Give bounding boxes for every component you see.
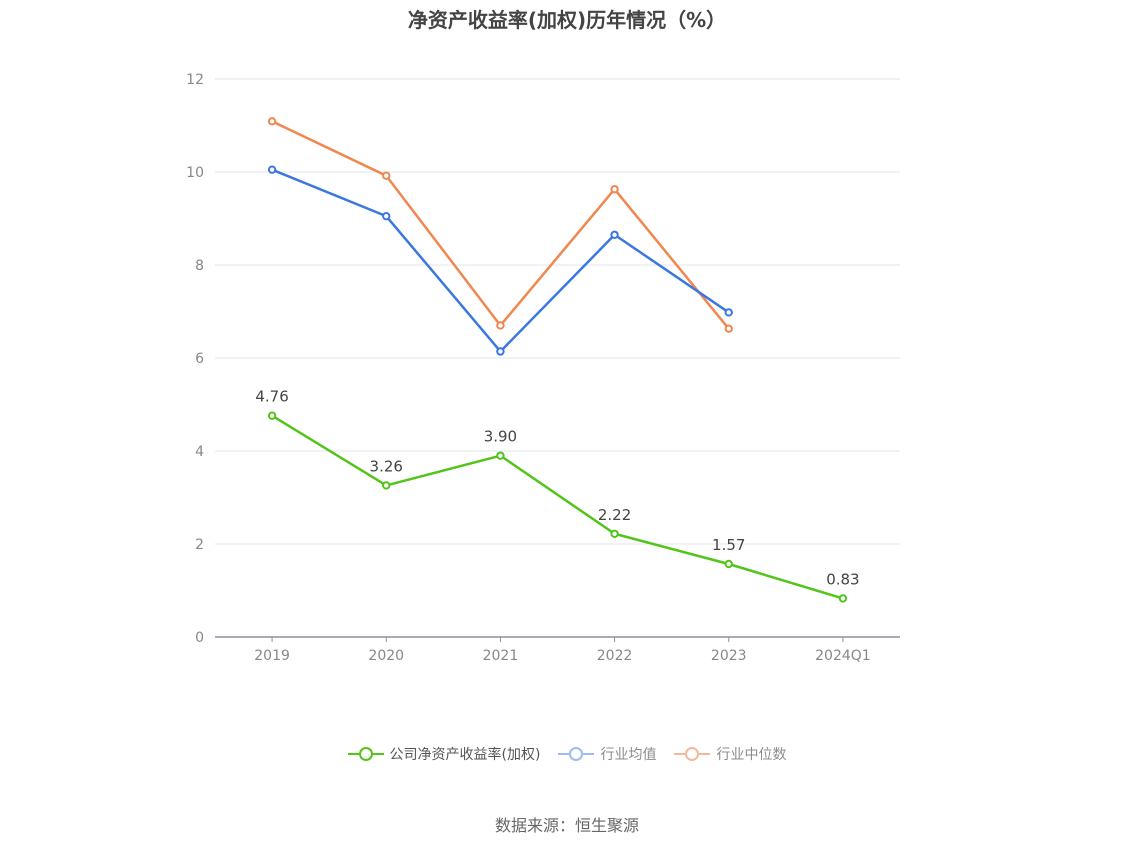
x-tick-label: 2020	[368, 648, 404, 664]
data-point	[267, 117, 277, 126]
legend-label-industry-mean: 行业均值	[600, 747, 657, 763]
x-tick-label: 2024Q1	[815, 648, 871, 664]
y-tick-label: 6	[195, 351, 204, 367]
x-tick-label: 2019	[254, 648, 290, 664]
data-label: 3.26	[370, 457, 403, 475]
data-label: 2.22	[598, 506, 631, 524]
data-point	[496, 347, 505, 356]
y-tick-label: 4	[195, 444, 204, 460]
data-point	[724, 324, 733, 333]
x-tick-label: 2023	[711, 648, 747, 664]
y-tick-label: 10	[186, 165, 204, 181]
legend-label-industry-median: 行业中位数	[716, 747, 787, 763]
chart-title: 净资产收益率(加权)历年情况（%）	[407, 8, 727, 32]
legend-item-company-roe[interactable]: 公司净资产收益率(加权)	[347, 744, 541, 764]
data-point	[496, 321, 505, 330]
series-line	[271, 120, 730, 330]
data-point	[610, 529, 619, 538]
y-tick-label: 2	[195, 537, 204, 553]
legend-label-company-roe: 公司净资产收益率(加权)	[389, 747, 541, 763]
data-point	[382, 211, 391, 221]
data-point	[382, 171, 391, 180]
legend-item-industry-median[interactable]: 行业中位数	[674, 744, 786, 764]
data-point	[838, 594, 848, 603]
data-point	[724, 308, 733, 317]
data-point	[610, 185, 619, 194]
y-tick-label: 0	[195, 630, 204, 646]
x-tick-label: 2021	[483, 648, 519, 664]
data-label: 0.83	[826, 570, 859, 588]
data-label: 4.76	[255, 388, 288, 406]
legend-item-industry-mean[interactable]: 行业均值	[558, 744, 656, 764]
y-tick-label: 8	[195, 258, 204, 274]
data-label: 1.57	[712, 536, 745, 554]
legend-marker-company-roe	[347, 747, 384, 761]
series-line	[271, 414, 844, 600]
x-tick-label: 2022	[597, 648, 633, 664]
data-point	[267, 165, 277, 174]
y-tick-label: 12	[186, 72, 204, 88]
legend-marker-industry-mean	[558, 747, 595, 761]
data-point	[496, 451, 505, 460]
data-point	[382, 481, 391, 490]
data-point	[267, 411, 277, 420]
data-label: 3.90	[484, 428, 517, 446]
data-point	[610, 230, 619, 239]
data-point	[724, 559, 733, 569]
data-source-note: 数据来源：恒生聚源	[494, 816, 639, 835]
legend-marker-industry-median	[674, 747, 711, 761]
chart-legend: 公司净资产收益率(加权) 行业均值 行业中位数	[0, 744, 1134, 764]
